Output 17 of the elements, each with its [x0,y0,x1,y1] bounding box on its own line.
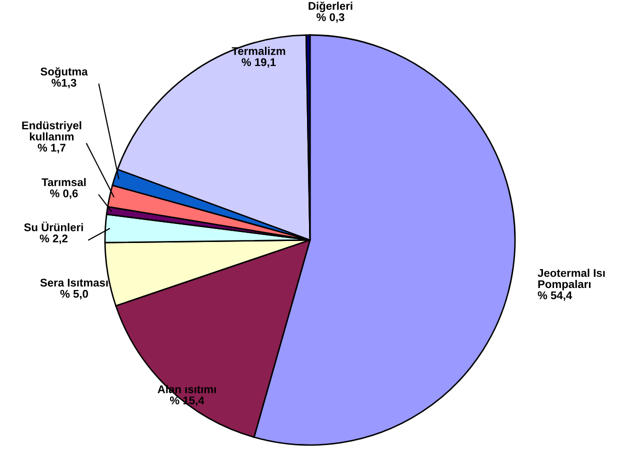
slice-label: Termalizm [232,46,286,55]
slice-label: Soğutma [40,67,88,78]
data-label: % 1,7 [38,144,66,154]
slice-label: Diğerleri [308,2,352,12]
slice-label: Tarımsal [42,178,86,186]
data-label: % 0,6 [50,189,78,199]
slice-label: Su Ürünleri [24,222,83,232]
slice-label: Sera Isıtması [40,278,108,287]
data-label: % 54,4 [538,291,572,301]
data-label: % 2,2 [40,234,68,244]
slice-label: Endüstriyel kullanım [22,121,82,140]
data-label: % 5,0 [60,290,88,300]
slice-label: Jeotermal Isı Pompaları [538,268,605,290]
data-label: % 15,4 [170,396,204,406]
data-label: % 0,3 [316,13,344,23]
data-label: % 19,1 [242,58,276,68]
data-label: %1,3 [52,78,76,88]
